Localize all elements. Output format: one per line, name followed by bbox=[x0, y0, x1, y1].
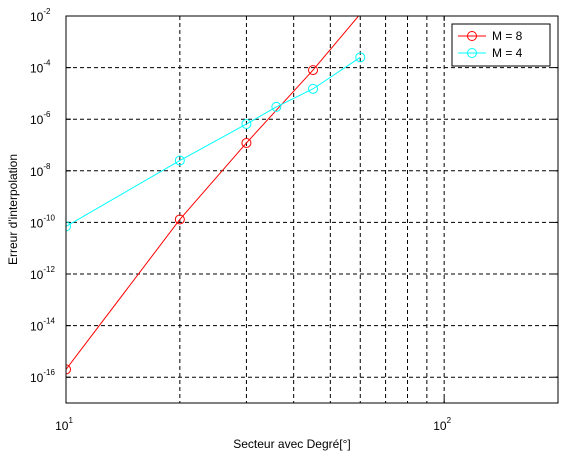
legend-box bbox=[451, 23, 551, 67]
data-point bbox=[241, 119, 252, 130]
y-tick-label: 10-10 bbox=[30, 213, 55, 230]
y-tick-label: 10-12 bbox=[30, 265, 55, 282]
y-tick-labels: 10-2 10-4 10-6 10-8 10-10 10-12 10-14 10-16 bbox=[30, 7, 55, 385]
x-tick-label: 102 bbox=[433, 416, 451, 433]
x-axis-label: Secteur avec Degré[°] bbox=[233, 437, 351, 451]
y-tick-label: 10-6 bbox=[30, 110, 51, 127]
legend-marker bbox=[467, 31, 477, 41]
y-tick-label: 10-14 bbox=[30, 317, 55, 334]
y-tick-label: 10-16 bbox=[30, 368, 55, 385]
y-tick-label: 10-2 bbox=[30, 7, 51, 24]
series-line bbox=[66, 16, 360, 370]
y-axis-label: Erreur d'interpolation bbox=[6, 154, 20, 265]
series-layer bbox=[66, 16, 366, 375]
legend-label: M = 4 bbox=[492, 46, 523, 60]
data-point bbox=[355, 52, 366, 63]
data-point bbox=[308, 65, 319, 76]
plot-frame bbox=[65, 15, 559, 404]
y-tick-label: 10-4 bbox=[30, 59, 51, 76]
data-point bbox=[174, 214, 185, 225]
data-point bbox=[271, 101, 282, 112]
legend-marker bbox=[467, 48, 477, 58]
data-point bbox=[308, 83, 319, 94]
x-tick-labels: 101 102 bbox=[55, 416, 452, 433]
x-tick-label: 101 bbox=[55, 416, 73, 433]
data-point bbox=[174, 155, 185, 166]
legend-label: M = 8 bbox=[492, 29, 523, 43]
data-point bbox=[66, 364, 71, 375]
data-point bbox=[241, 137, 252, 148]
series-line bbox=[66, 56, 361, 227]
y-tick-label: 10-8 bbox=[30, 162, 51, 179]
plot-area bbox=[66, 16, 558, 403]
legend: M = 8 M = 4 bbox=[451, 23, 551, 67]
series-2 bbox=[66, 52, 366, 232]
series-1 bbox=[66, 16, 360, 375]
data-point bbox=[66, 221, 71, 232]
